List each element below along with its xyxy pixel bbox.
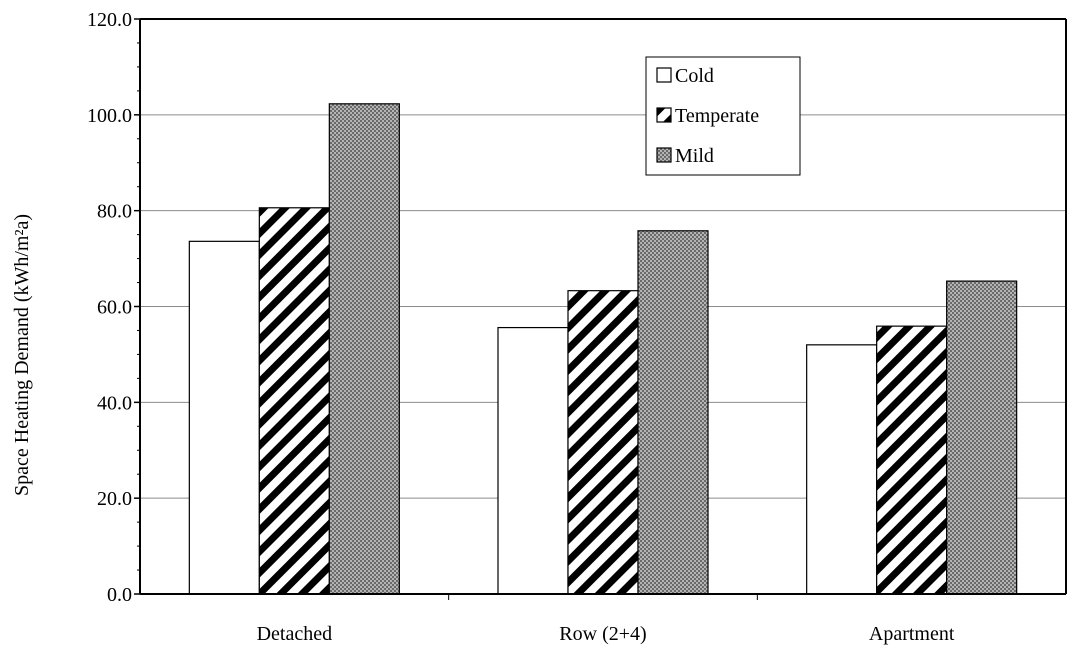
bar-temperate-1	[567, 290, 639, 595]
x-category-label: Row (2+4)	[559, 623, 646, 645]
legend-label-cold: Cold	[675, 65, 714, 87]
legend-box	[645, 56, 801, 176]
axes	[134, 18, 1067, 600]
y-tick-label: 120.0	[87, 9, 132, 31]
legend-swatch-mild	[656, 147, 672, 163]
bars-group	[188, 103, 1018, 595]
bar-mild-0	[328, 103, 400, 595]
bar-cold-2	[806, 344, 878, 595]
bar-cold-1	[497, 326, 569, 595]
bar-mild-2	[946, 280, 1018, 595]
bar-cold-0	[188, 240, 260, 595]
y-tick-label: 40.0	[97, 392, 132, 414]
legend-swatch-cold	[656, 67, 672, 83]
y-tick-label: 100.0	[87, 105, 132, 127]
legend: Cold Temperate Mild	[645, 56, 801, 176]
bar-temperate-0	[258, 207, 330, 595]
legend-label-temperate: Temperate	[675, 105, 759, 127]
y-axis-title: Space Heating Demand (kWh/m²a)	[11, 214, 33, 496]
y-tick-label: 0.0	[107, 584, 132, 606]
legend-label-mild: Mild	[675, 145, 714, 167]
x-category-labels: Detached Row (2+4) Apartment	[257, 623, 955, 645]
x-category-label: Apartment	[869, 623, 955, 645]
x-category-label: Detached	[257, 623, 333, 645]
bar-temperate-2	[876, 325, 948, 595]
bar-mild-1	[637, 230, 709, 595]
y-tick-label: 80.0	[97, 201, 132, 223]
legend-swatch-temperate	[656, 107, 672, 123]
y-tick-label: 60.0	[97, 297, 132, 319]
y-tick-label: 20.0	[97, 488, 132, 510]
y-tick-labels: 0.0 20.0 40.0 60.0 80.0 100.0 120.0	[87, 9, 132, 606]
